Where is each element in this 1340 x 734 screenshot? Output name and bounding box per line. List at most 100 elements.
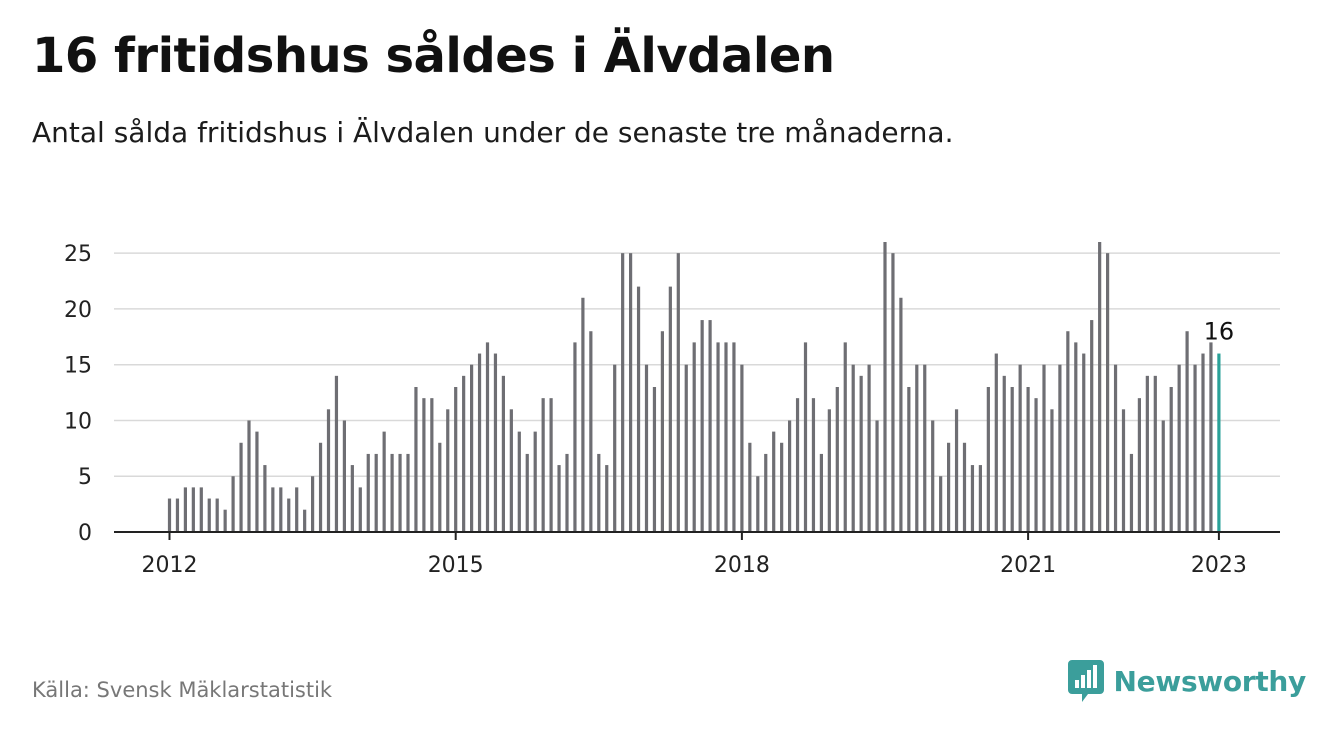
bar: [740, 364, 744, 532]
bar: [215, 498, 219, 532]
bar: [1066, 331, 1070, 532]
bar: [652, 387, 657, 532]
bar: [239, 442, 243, 532]
bar: [899, 297, 903, 532]
bar: [279, 487, 283, 532]
bar: [811, 398, 816, 532]
bar: [573, 342, 577, 532]
bar: [191, 487, 195, 532]
bar: [732, 342, 736, 532]
bar: [1050, 409, 1054, 532]
bar: [350, 465, 354, 532]
gridlines: [114, 252, 1280, 477]
x-tick-label: 2015: [428, 553, 484, 578]
bar: [318, 442, 323, 532]
bar: [764, 453, 768, 532]
bar: [207, 498, 211, 532]
bar: [462, 375, 466, 532]
bar: [1145, 375, 1149, 532]
y-tick-label: 25: [64, 242, 92, 267]
bar: [589, 331, 593, 532]
bar: [692, 342, 696, 532]
x-axis-ticks: 2012 2015 2018 2021 2023: [142, 532, 1247, 578]
bar: [700, 320, 704, 532]
bar: [716, 342, 720, 532]
bar: [1169, 387, 1173, 532]
bar: [533, 431, 537, 532]
bar: [295, 487, 299, 532]
y-tick-label: 5: [78, 465, 92, 490]
bar: [1098, 242, 1102, 532]
bar: [827, 409, 831, 532]
bar: [1121, 409, 1126, 532]
bar: [311, 476, 315, 532]
bar: [167, 498, 172, 532]
bar-latest: [1217, 353, 1221, 532]
bar: [1026, 387, 1030, 532]
bar: [788, 420, 792, 532]
bar: [660, 331, 664, 532]
bar: [1161, 420, 1165, 532]
bar: [454, 387, 458, 532]
bar: [597, 453, 601, 532]
bar: [366, 453, 370, 532]
bar: [1058, 364, 1062, 532]
bar: [795, 398, 800, 532]
bar: [565, 453, 569, 532]
bar: [223, 509, 227, 532]
bar: [931, 420, 935, 532]
bar: [525, 453, 529, 532]
bar: [382, 431, 386, 532]
bar: [1018, 364, 1022, 532]
bar: [891, 253, 895, 532]
bar: [541, 398, 545, 532]
bar: [907, 387, 911, 532]
bar: [374, 453, 378, 532]
bar: [183, 487, 187, 532]
brand-name: Newsworthy: [1113, 664, 1307, 698]
chart-title: 16 fritidshus såldes i Älvdalen: [32, 28, 835, 84]
bar: [803, 342, 808, 532]
bar: [954, 409, 959, 532]
bar: [724, 342, 728, 532]
bar: [613, 364, 617, 532]
bar: [501, 375, 505, 532]
x-tick-label: 2021: [1000, 553, 1056, 578]
x-tick-label: 2012: [142, 553, 198, 578]
bar: [334, 375, 339, 532]
bar: [676, 253, 680, 532]
bar: [477, 353, 482, 532]
bar: [1034, 398, 1038, 532]
y-tick-label: 0: [78, 521, 92, 546]
y-tick-label: 10: [64, 409, 92, 434]
bar: [1201, 353, 1205, 532]
bar: [390, 453, 394, 532]
bar: [883, 242, 887, 532]
bar: [199, 487, 203, 532]
bar: [422, 398, 426, 532]
brand-logo: Newsworthy: [1067, 660, 1307, 702]
bar: [581, 297, 585, 532]
bar: [621, 253, 625, 532]
bar: [851, 364, 855, 532]
chart-subtitle: Antal sålda fritidshus i Älvdalen under …: [32, 116, 954, 149]
bar: [1153, 375, 1157, 532]
bar: [756, 476, 760, 532]
bar: [1010, 387, 1014, 532]
bar: [470, 364, 474, 532]
y-tick-label: 20: [64, 298, 92, 323]
bar: [175, 498, 180, 532]
bar: [1129, 453, 1134, 532]
bar: [1042, 364, 1046, 532]
bar: [684, 364, 688, 532]
bar: [1185, 331, 1189, 532]
bar: [255, 431, 259, 532]
bar: [859, 375, 863, 532]
y-tick-label: 15: [64, 354, 92, 379]
bar: [485, 342, 490, 532]
x-tick-label: 2023: [1191, 553, 1247, 578]
bar: [708, 320, 712, 532]
bar: [986, 387, 990, 532]
bars: [167, 242, 1221, 532]
bar: [557, 465, 561, 532]
